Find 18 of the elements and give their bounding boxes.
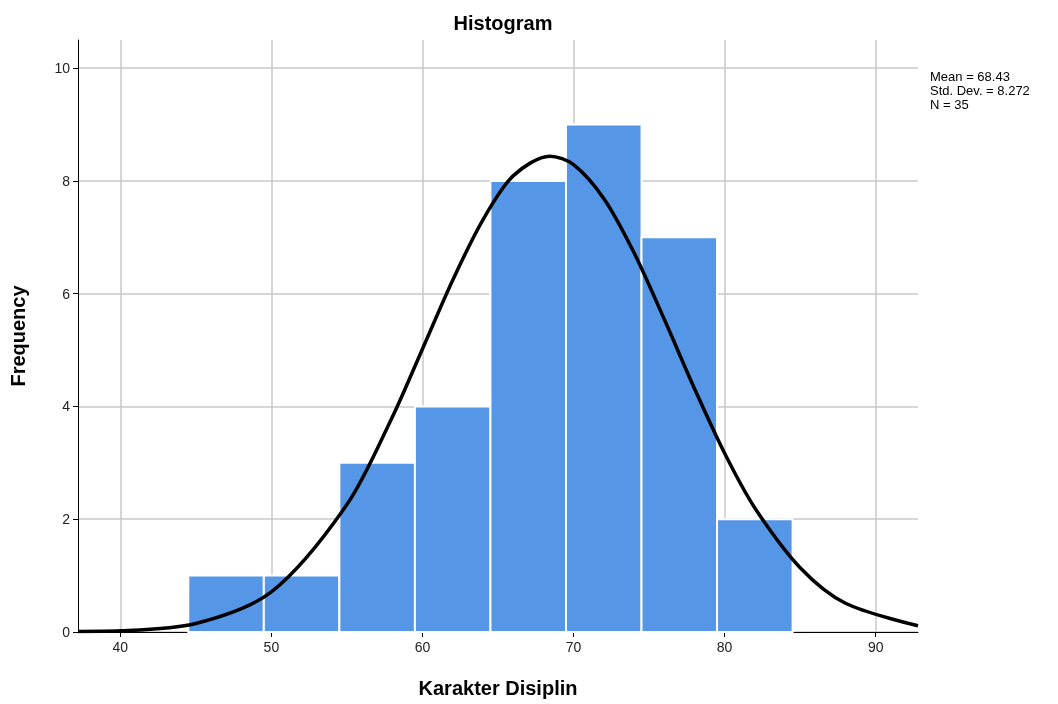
x-tick-label: 40 [112, 639, 129, 655]
y-tick-label: 2 [62, 511, 71, 528]
text: Mean = 68.43 [930, 69, 1010, 84]
x-tick-label: 60 [414, 639, 431, 655]
y-axis-title: Frequency [7, 284, 29, 387]
text: Std. Dev. = 8.272 [930, 83, 1030, 98]
chart-title: Histogram [453, 12, 553, 34]
x-tick-label: 70 [565, 639, 582, 655]
y-tick-label: 6 [62, 285, 71, 302]
x-axis-title: Karakter Disiplin [418, 677, 578, 699]
y-tick-label: 4 [62, 398, 71, 415]
y-tick-label: 8 [62, 172, 71, 189]
text: N = 35 [930, 97, 969, 112]
x-tick-label: 50 [263, 639, 280, 655]
x-tick-label: 90 [867, 639, 884, 655]
y-tick-label: 0 [62, 624, 71, 640]
x-tick-label: 80 [716, 639, 733, 655]
y-tick-label: 10 [54, 60, 71, 77]
